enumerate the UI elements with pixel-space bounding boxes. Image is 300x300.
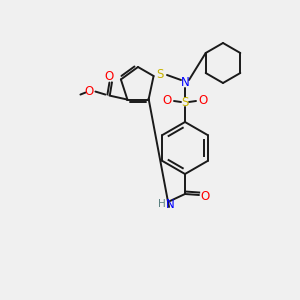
Text: S: S xyxy=(181,95,189,109)
Text: O: O xyxy=(162,94,172,107)
Text: O: O xyxy=(200,190,210,202)
Text: N: N xyxy=(166,197,174,211)
Text: O: O xyxy=(85,85,94,98)
Text: N: N xyxy=(181,76,189,89)
Text: O: O xyxy=(198,94,208,107)
Text: O: O xyxy=(105,70,114,83)
Text: H: H xyxy=(158,199,166,209)
Text: S: S xyxy=(156,68,163,82)
